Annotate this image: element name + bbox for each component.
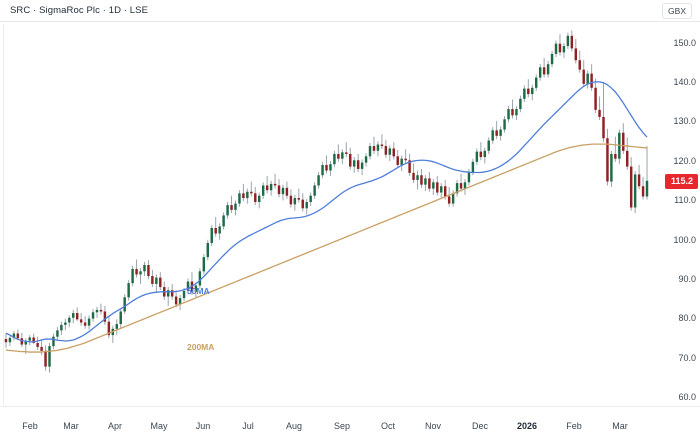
chart-header: SRC · SigmaRoc Plc · 1D · LSE GBX — [0, 0, 700, 22]
time-axis-tick: Sep — [333, 421, 351, 431]
time-axis-tick: Mar — [63, 421, 79, 431]
page-title[interactable]: SRC · SigmaRoc Plc · 1D · LSE — [10, 5, 149, 16]
ma50-line — [5, 81, 648, 343]
time-axis-tick: Jul — [242, 421, 254, 431]
time-axis-tick: Dec — [471, 421, 489, 431]
currency-badge: GBX — [662, 3, 692, 19]
ma50-label: 50MA — [187, 286, 210, 296]
price-axis-tick: 120.0 — [673, 155, 696, 166]
price-axis-tick: 130.0 — [673, 116, 696, 127]
price-axis-tick: 60.0 — [678, 392, 696, 403]
time-axis-tick: Apr — [107, 421, 123, 431]
time-axis-tick: Jun — [195, 421, 211, 431]
time-axis-tick: Aug — [285, 421, 303, 431]
last-price-badge: 115.2 — [664, 173, 698, 189]
time-axis[interactable]: Feb Mar Apr May Jun Jul Aug Sep Oct Nov Dec 2026 Feb… — [0, 406, 700, 444]
time-axis-tick: Nov — [424, 421, 442, 431]
ma200-line — [5, 143, 648, 353]
ma200-label: 200MA — [187, 342, 215, 352]
time-axis-tick: May — [150, 421, 168, 431]
price-axis-tick: 80.0 — [678, 313, 696, 324]
plot-area[interactable]: 50MA 200MA — [3, 24, 649, 406]
price-axis-tick: 100.0 — [673, 234, 696, 245]
price-axis-tick: 140.0 — [673, 77, 696, 88]
price-axis-tick: 90.0 — [678, 273, 696, 284]
price-axis-tick: 110.0 — [674, 195, 696, 206]
price-axis[interactable]: 115.2 150.0 140.0 130.0 120.0 110.0 100.0 90.0… — [650, 24, 700, 406]
price-axis-tick: 150.0 — [673, 37, 696, 48]
time-axis-tick: 2026 — [516, 421, 538, 431]
price-series-svg — [4, 30, 649, 373]
time-axis-tick: Feb — [22, 421, 38, 431]
time-axis-tick: Mar — [612, 421, 628, 431]
candlestick-series — [4, 30, 649, 373]
time-axis-tick: Oct — [380, 421, 396, 431]
time-axis-tick: Feb — [566, 421, 582, 431]
price-axis-tick: 70.0 — [678, 352, 696, 363]
